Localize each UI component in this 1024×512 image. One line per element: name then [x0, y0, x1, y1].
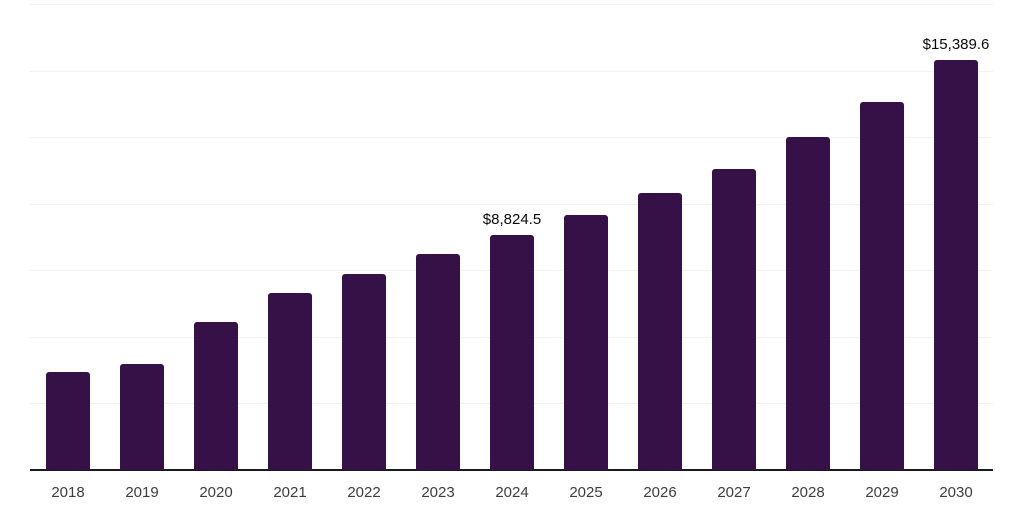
- bar-2024: [490, 235, 534, 470]
- bar-2021: [268, 293, 312, 470]
- bar-2023: [416, 253, 460, 470]
- bar-2020: [194, 322, 238, 470]
- bar-2026: [638, 193, 682, 470]
- gridline: [30, 137, 993, 139]
- bar-2030: [934, 60, 978, 470]
- x-tick-label-2021: 2021: [273, 484, 307, 501]
- x-tick-label-2019: 2019: [125, 484, 159, 501]
- x-tick-label-2018: 2018: [51, 484, 85, 501]
- x-tick-label-2028: 2028: [791, 484, 825, 501]
- x-tick-label-2024: 2024: [495, 484, 529, 501]
- x-tick-label-2029: 2029: [865, 484, 899, 501]
- plot-area: $8,824.5 $15,389.6: [30, 0, 993, 471]
- bar-value-label-2024: $8,824.5: [482, 211, 542, 229]
- bar-2019: [120, 364, 164, 470]
- x-tick-label-2027: 2027: [717, 484, 751, 501]
- x-tick-label-2022: 2022: [347, 484, 381, 501]
- gridline: [30, 4, 993, 5]
- bar-2029: [860, 101, 904, 470]
- bar-2025: [564, 215, 608, 470]
- x-tick-label-2020: 2020: [199, 484, 233, 501]
- x-tick-label-2025: 2025: [569, 484, 603, 501]
- x-tick-label-2023: 2023: [421, 484, 455, 501]
- bar-2028: [786, 137, 830, 470]
- gridline: [30, 70, 993, 72]
- x-tick-label-2030: 2030: [939, 484, 973, 501]
- bar-2027: [712, 169, 756, 470]
- x-axis-line: [30, 469, 993, 471]
- bar-2018: [46, 372, 90, 470]
- gridline: [30, 203, 993, 205]
- bar-2022: [342, 273, 386, 470]
- bar-value-label-2030: $15,389.6: [922, 36, 990, 54]
- x-tick-label-2026: 2026: [643, 484, 677, 501]
